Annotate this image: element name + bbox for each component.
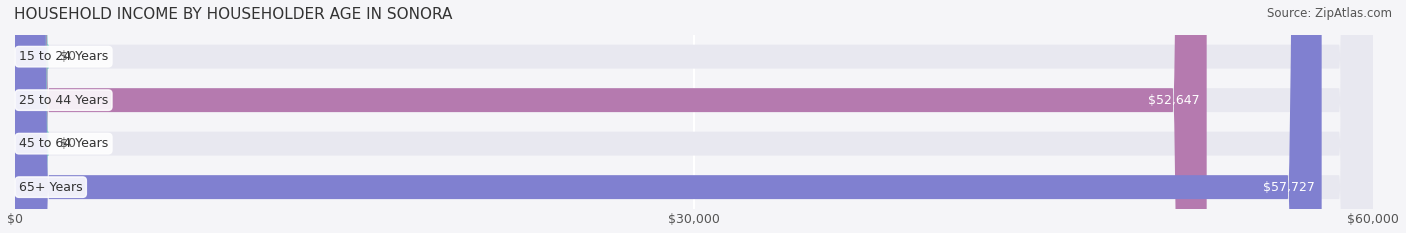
FancyBboxPatch shape bbox=[15, 0, 1374, 233]
FancyBboxPatch shape bbox=[15, 0, 1374, 233]
Text: 25 to 44 Years: 25 to 44 Years bbox=[20, 94, 108, 107]
Text: $52,647: $52,647 bbox=[1149, 94, 1199, 107]
Text: $57,727: $57,727 bbox=[1263, 181, 1315, 194]
Text: 65+ Years: 65+ Years bbox=[20, 181, 83, 194]
Text: Source: ZipAtlas.com: Source: ZipAtlas.com bbox=[1267, 7, 1392, 20]
FancyBboxPatch shape bbox=[15, 0, 1374, 233]
FancyBboxPatch shape bbox=[15, 0, 1374, 233]
FancyBboxPatch shape bbox=[11, 0, 49, 233]
FancyBboxPatch shape bbox=[11, 0, 49, 233]
FancyBboxPatch shape bbox=[15, 0, 1206, 233]
Text: 15 to 24 Years: 15 to 24 Years bbox=[20, 50, 108, 63]
Text: $0: $0 bbox=[60, 137, 76, 150]
Text: HOUSEHOLD INCOME BY HOUSEHOLDER AGE IN SONORA: HOUSEHOLD INCOME BY HOUSEHOLDER AGE IN S… bbox=[14, 7, 453, 22]
FancyBboxPatch shape bbox=[15, 0, 1322, 233]
Text: $0: $0 bbox=[60, 50, 76, 63]
Text: 45 to 64 Years: 45 to 64 Years bbox=[20, 137, 108, 150]
